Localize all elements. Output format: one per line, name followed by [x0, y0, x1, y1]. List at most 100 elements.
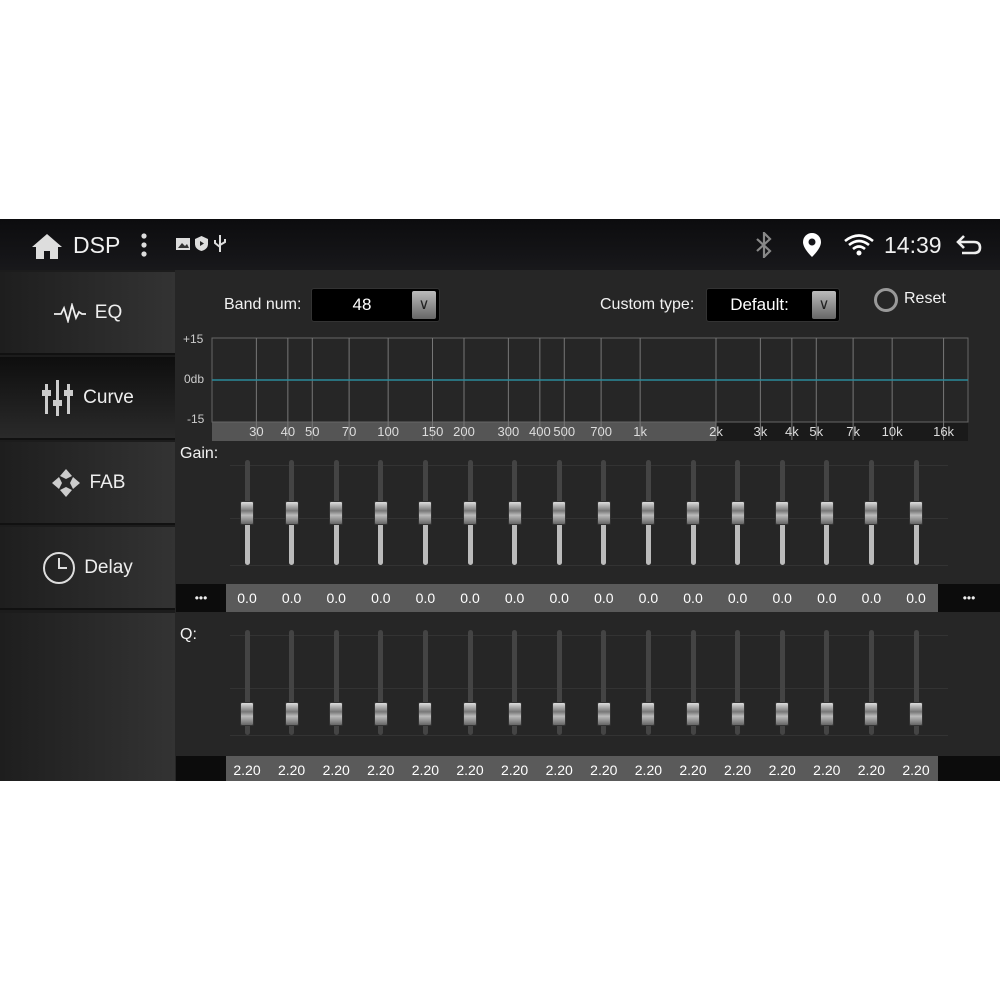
- back-icon[interactable]: [956, 234, 982, 256]
- q-slider-track[interactable]: [868, 630, 874, 735]
- slider-gridline: [230, 517, 948, 519]
- q-slider-thumb[interactable]: [819, 702, 834, 726]
- q-slider-track[interactable]: [333, 630, 339, 735]
- sidebar-item-curve[interactable]: Curve: [0, 357, 175, 440]
- x-tick: 700: [590, 424, 612, 439]
- q-value: 2.20: [813, 762, 841, 778]
- custom-type-label: Custom type:: [600, 296, 695, 313]
- status-bar: DSP 14:39: [0, 219, 1000, 270]
- y-tick: -15: [187, 412, 205, 426]
- image-icon: [176, 238, 190, 250]
- sidebar-item-fab[interactable]: FAB: [0, 442, 175, 525]
- gain-value: 0.0: [415, 590, 436, 606]
- x-tick: 2k: [709, 424, 723, 439]
- q-slider-thumb[interactable]: [686, 702, 700, 726]
- gain-slider-thumb[interactable]: [775, 500, 790, 525]
- dsp-app: DSP 14:39 EQ Curve FAB Delay Band num: 4…: [0, 219, 1000, 781]
- q-left-pad: [176, 756, 226, 781]
- gain-value: 0.0: [549, 590, 569, 606]
- usb-icon: [214, 235, 226, 252]
- sidebar-item-label: Delay: [84, 556, 133, 578]
- home-icon[interactable]: [31, 232, 63, 260]
- gain-scroll-left[interactable]: •••: [176, 584, 226, 612]
- custom-type-value: Default:: [730, 295, 789, 314]
- waveform-icon: [53, 302, 86, 323]
- q-slider-thumb[interactable]: [864, 702, 879, 726]
- q-slider-track[interactable]: [556, 630, 562, 735]
- q-slider-thumb[interactable]: [641, 702, 656, 726]
- gain-value: 0.0: [817, 590, 837, 606]
- gain-values-bar: [226, 584, 938, 612]
- q-slider-thumb[interactable]: [507, 702, 522, 726]
- q-slider-track[interactable]: [690, 630, 696, 735]
- gain-slider-thumb[interactable]: [373, 500, 388, 525]
- q-slider-track[interactable]: [422, 630, 428, 735]
- bluetooth-icon: [756, 232, 772, 258]
- x-tick: 1k: [633, 424, 647, 439]
- q-value: 2.20: [857, 762, 886, 778]
- custom-type-select[interactable]: Default: ∨: [706, 288, 840, 322]
- q-slider-track[interactable]: [645, 630, 651, 735]
- q-slider-thumb[interactable]: [240, 702, 254, 726]
- q-value: 2.20: [902, 762, 930, 778]
- q-slider-track[interactable]: [913, 630, 919, 735]
- q-slider-track[interactable]: [824, 630, 830, 735]
- q-slider-thumb[interactable]: [373, 702, 388, 726]
- q-slider-thumb[interactable]: [730, 702, 745, 726]
- x-tick: 4k: [784, 424, 799, 439]
- gain-slider-thumb[interactable]: [641, 500, 656, 525]
- q-slider-thumb[interactable]: [909, 702, 923, 726]
- q-slider-thumb[interactable]: [418, 702, 433, 726]
- q-slider-thumb[interactable]: [552, 702, 567, 726]
- gain-slider-thumb[interactable]: [686, 500, 700, 525]
- more-vert-icon[interactable]: [140, 232, 148, 258]
- x-tick: 30: [249, 424, 264, 439]
- q-slider-track[interactable]: [735, 630, 741, 735]
- eq-curve-graph[interactable]: [176, 270, 1000, 445]
- slider-gridline: [230, 565, 948, 566]
- band-num-select[interactable]: 48 ∨: [311, 288, 440, 322]
- slider-gridline: [230, 635, 948, 637]
- q-slider-track[interactable]: [244, 630, 250, 735]
- gain-value: 0.0: [281, 590, 302, 606]
- q-slider-track[interactable]: [779, 630, 785, 735]
- gain-slider-thumb[interactable]: [418, 500, 433, 525]
- sidebar-item-eq[interactable]: EQ: [0, 272, 175, 355]
- q-slider-thumb[interactable]: [463, 702, 477, 726]
- q-value: 2.20: [545, 762, 573, 778]
- gain-slider-thumb[interactable]: [284, 500, 299, 525]
- gain-slider-thumb[interactable]: [730, 500, 745, 525]
- gain-slider-thumb[interactable]: [596, 500, 611, 525]
- q-slider-track[interactable]: [512, 630, 518, 735]
- q-slider-track[interactable]: [378, 630, 384, 735]
- q-value: 2.20: [500, 762, 529, 778]
- q-slider-track[interactable]: [467, 630, 473, 735]
- gain-slider-thumb[interactable]: [909, 500, 923, 525]
- sidebar-item-delay[interactable]: Delay: [0, 527, 175, 610]
- gain-value: 0.0: [594, 590, 614, 606]
- q-slider-thumb[interactable]: [329, 702, 344, 726]
- gain-value: 0.0: [460, 590, 480, 606]
- reset-label[interactable]: Reset: [904, 290, 946, 307]
- reset-radio[interactable]: [874, 288, 898, 312]
- q-slider-track[interactable]: [601, 630, 607, 735]
- q-right-pad: [938, 756, 1000, 781]
- gain-slider-thumb[interactable]: [240, 500, 254, 525]
- location-icon: [803, 233, 821, 257]
- gain-value: 0.0: [906, 590, 926, 606]
- gain-slider-thumb[interactable]: [329, 500, 344, 525]
- slider-gridline: [230, 465, 948, 467]
- x-tick: 5k: [809, 424, 824, 439]
- gain-slider-thumb[interactable]: [819, 500, 834, 525]
- gain-slider-thumb[interactable]: [463, 500, 477, 525]
- gain-slider-thumb[interactable]: [552, 500, 567, 525]
- q-slider-track[interactable]: [289, 630, 295, 735]
- gain-slider-thumb[interactable]: [507, 500, 522, 525]
- gain-value: 0.0: [683, 590, 703, 606]
- gain-slider-thumb[interactable]: [864, 500, 879, 525]
- q-slider-thumb[interactable]: [775, 702, 790, 726]
- q-slider-thumb[interactable]: [284, 702, 299, 726]
- gain-scroll-right[interactable]: •••: [938, 584, 1000, 612]
- freq-strip-high: [716, 422, 968, 441]
- q-slider-thumb[interactable]: [596, 702, 611, 726]
